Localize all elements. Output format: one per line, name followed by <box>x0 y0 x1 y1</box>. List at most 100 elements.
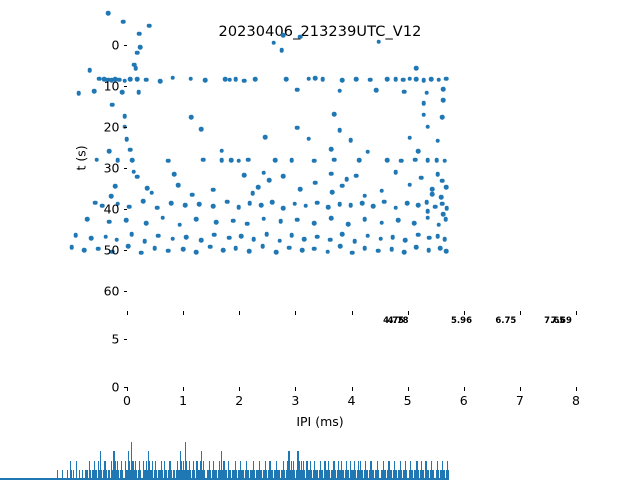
scatter-point <box>415 202 421 208</box>
histogram-bar <box>310 470 313 480</box>
scatter-point <box>348 137 354 143</box>
histogram-bar <box>147 470 149 480</box>
scatter-point <box>134 76 140 82</box>
scatter-point <box>429 192 435 197</box>
scatter-point <box>421 100 427 106</box>
histogram-bar <box>358 460 360 480</box>
scatter-x-tick <box>127 311 128 315</box>
histogram-bar <box>225 470 227 480</box>
histogram-bar <box>178 470 180 480</box>
scatter-point <box>424 90 429 96</box>
scatter-y-tick <box>123 85 127 87</box>
histogram-bar <box>199 460 201 480</box>
scatter-point <box>373 88 379 93</box>
histogram-bar <box>326 470 328 480</box>
scatter-point <box>435 233 441 239</box>
scatter-point <box>289 233 295 238</box>
scatter-point <box>127 77 133 82</box>
scatter-point <box>439 201 445 207</box>
histogram-bar <box>318 470 320 480</box>
histogram-bar <box>365 470 368 480</box>
histogram-bar <box>441 470 443 480</box>
scatter-point <box>166 248 171 254</box>
histogram-peak-label: 6.75 <box>495 316 517 326</box>
histogram-bar <box>351 470 353 480</box>
scatter-point <box>120 90 125 95</box>
scatter-point <box>180 246 186 252</box>
histogram-bar <box>390 470 392 480</box>
histogram-bar <box>369 470 371 480</box>
scatter-point <box>176 182 181 188</box>
scatter-point <box>236 158 241 164</box>
histogram-bar <box>364 460 366 480</box>
hist-x-tick <box>351 387 353 391</box>
histogram-bar <box>138 470 140 480</box>
hist-x-tick <box>239 387 241 391</box>
scatter-point <box>144 185 150 191</box>
scatter-point <box>255 185 261 190</box>
hist-x-tick-label: 4 <box>347 393 356 408</box>
scatter-point <box>295 125 300 130</box>
scatter-point <box>396 217 401 223</box>
hist-x-tick <box>407 387 409 391</box>
histogram-bar <box>230 470 232 480</box>
histogram-bar <box>378 470 380 480</box>
histogram-bar <box>98 470 100 480</box>
histogram-bar <box>416 460 418 480</box>
scatter-point <box>264 232 269 237</box>
histogram-bar <box>388 460 390 480</box>
scatter-point <box>411 221 417 226</box>
scatter-point <box>393 169 398 175</box>
scatter-point <box>228 157 234 163</box>
scatter-point <box>125 244 131 249</box>
scatter-point <box>188 76 194 81</box>
histogram-bar <box>269 460 271 480</box>
scatter-point <box>401 249 407 255</box>
histogram-bar <box>95 470 97 480</box>
histogram-bar <box>359 470 361 480</box>
histogram-bar <box>163 460 166 480</box>
scatter-point <box>404 201 410 206</box>
scatter-point <box>91 88 97 94</box>
scatter-point <box>126 204 132 209</box>
histogram-bar <box>414 470 416 480</box>
scatter-point <box>142 238 148 244</box>
histogram-bar <box>112 470 114 480</box>
histogram-peak-label: 7.69 <box>550 316 572 326</box>
histogram-bar <box>212 470 214 480</box>
scatter-point <box>95 246 101 252</box>
histogram-bar <box>115 470 117 480</box>
scatter-point <box>286 245 292 250</box>
hist-x-tick-label: 1 <box>179 393 188 408</box>
scatter-point <box>414 77 419 82</box>
histogram-bar <box>202 470 204 480</box>
scatter-point <box>328 171 334 176</box>
histogram-bar <box>124 460 126 480</box>
scatter-point <box>109 102 115 108</box>
histogram-bar <box>398 470 400 480</box>
histogram-bar <box>191 470 194 480</box>
histogram-bar <box>122 470 124 480</box>
hist-x-tick <box>576 387 577 391</box>
histogram-bar <box>209 470 212 480</box>
scatter-point <box>328 146 334 152</box>
histogram-bar <box>290 460 292 480</box>
scatter-point <box>262 134 268 140</box>
page-title: 20230406_213239UTC_V12 <box>218 24 422 40</box>
scatter-point <box>312 158 317 164</box>
scatter-point <box>314 234 320 239</box>
scatter-point <box>267 177 272 183</box>
scatter-point <box>295 87 300 92</box>
hist-x-tick <box>519 387 521 391</box>
histogram-bar <box>125 470 127 480</box>
histogram-bar <box>436 460 438 480</box>
hist-y-tick-label: 0 <box>111 379 120 395</box>
histogram-bar <box>289 470 291 480</box>
scatter-point <box>115 201 121 207</box>
histogram-bar <box>299 470 301 480</box>
scatter-point <box>297 34 303 40</box>
scatter-point <box>184 234 189 240</box>
scatter-plot-axes <box>0 0 450 266</box>
scatter-point <box>441 212 446 217</box>
histogram-bar <box>251 470 253 480</box>
